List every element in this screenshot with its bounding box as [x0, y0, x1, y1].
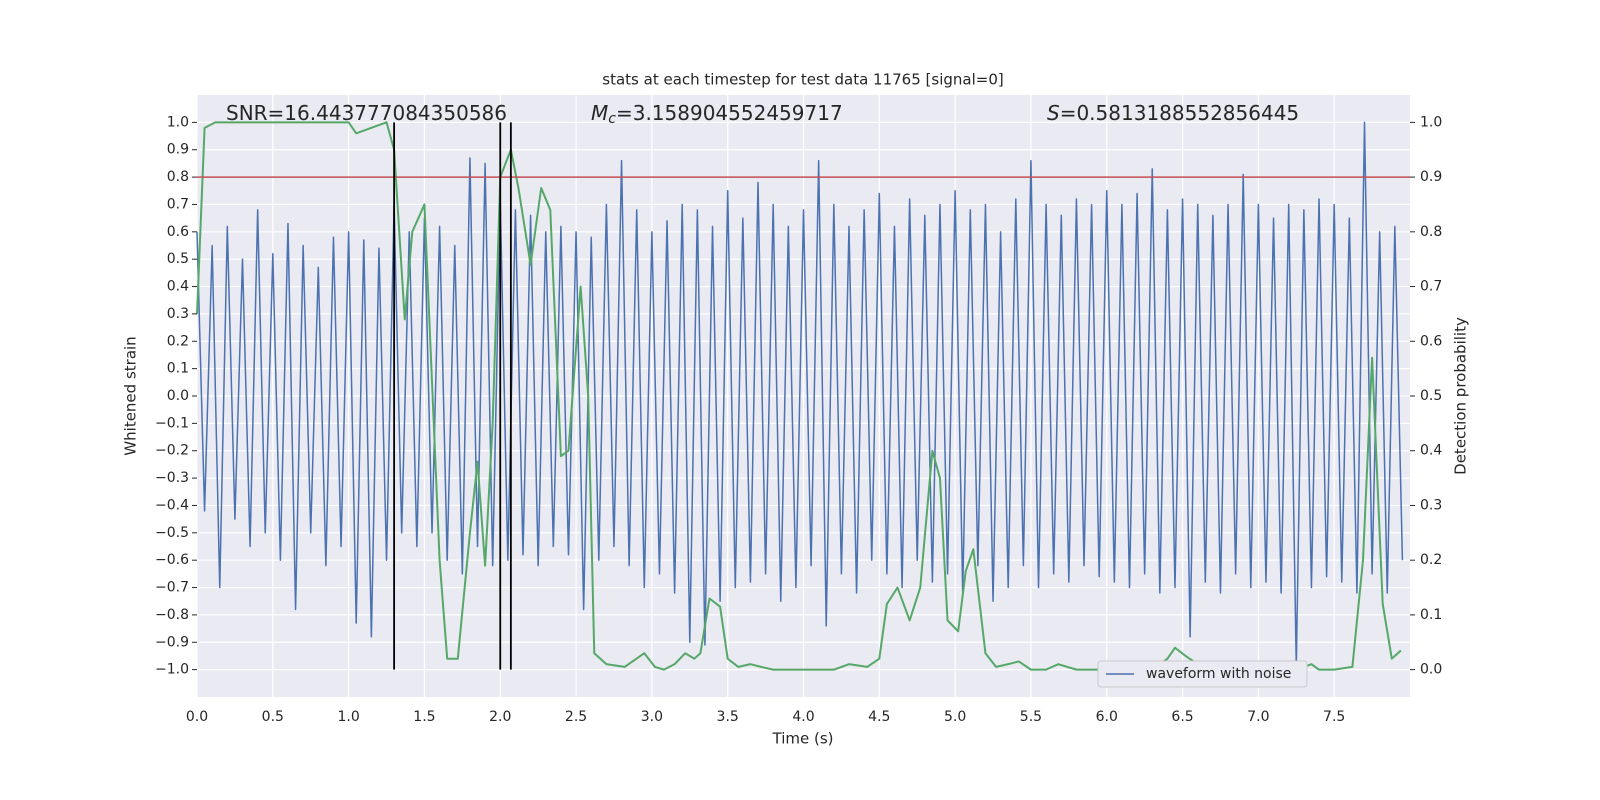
y2-tick-label: 0.6 [1420, 333, 1442, 349]
annotation-subscript: c [608, 111, 616, 127]
x-tick-label: 6.5 [1171, 709, 1193, 725]
annotation: S=0.5813188552856445 [1047, 101, 1299, 125]
y-tick-label: 0.9 [167, 142, 189, 158]
y-tick-label: 0.4 [167, 279, 189, 295]
y-tick-label: 1.0 [167, 114, 189, 130]
y-tick-label: −0.7 [155, 580, 189, 596]
legend-label: waveform with noise [1146, 666, 1291, 682]
x-tick-label: 1.5 [413, 709, 435, 725]
x-tick-label: 6.0 [1096, 709, 1118, 725]
annotation: SNR=16.443777084350586 [226, 101, 507, 125]
x-tick-label: 0.5 [262, 709, 284, 725]
x-tick-label: 7.5 [1323, 709, 1345, 725]
annotation-text: =3.158904552459717 [616, 101, 843, 125]
series-line [196, 121, 1402, 671]
y2-tick-label: 0.9 [1420, 169, 1442, 185]
annotation-symbol: S [1047, 101, 1060, 125]
annotation-text: SNR=16.443777084350586 [226, 101, 507, 125]
x-tick-label: 4.5 [868, 709, 890, 725]
y-tick-label: 0.7 [167, 196, 189, 212]
y-tick-label: −0.3 [155, 470, 189, 486]
y2-axis-label: Detection probability [1452, 317, 1470, 475]
x-tick-label: 1.0 [337, 709, 359, 725]
x-tick-label: 3.0 [641, 709, 663, 725]
annotation-symbol: M [591, 101, 608, 125]
x-tick-label: 2.5 [565, 709, 587, 725]
y-tick-label: −0.6 [155, 552, 189, 568]
y2-tick-label: 1.0 [1420, 114, 1442, 130]
annotation: Mc=3.158904552459717 [591, 101, 843, 128]
y-axis-label: Whitened strain [122, 336, 140, 455]
y-tick-label: −0.2 [155, 443, 189, 459]
y2-tick-label: 0.0 [1420, 662, 1442, 678]
annotation-text: =0.5813188552856445 [1060, 101, 1299, 125]
y-tick-label: 0.5 [167, 251, 189, 267]
x-tick-label: 0.0 [186, 709, 208, 725]
y-tick-label: −0.5 [155, 525, 189, 541]
y2-tick-label: 0.1 [1420, 607, 1442, 623]
y-tick-label: 0.0 [167, 388, 189, 404]
x-tick-label: 2.0 [489, 709, 511, 725]
x-tick-label: 3.5 [717, 709, 739, 725]
x-tick-label: 4.0 [792, 709, 814, 725]
y-tick-label: −1.0 [155, 662, 189, 678]
y-tick-label: 0.2 [167, 333, 189, 349]
y2-tick-label: 0.2 [1420, 552, 1442, 568]
y-tick-label: −0.8 [155, 607, 189, 623]
chart-title: stats at each timestep for test data 117… [602, 71, 1003, 89]
y2-tick-label: 0.7 [1420, 279, 1442, 295]
x-tick-label: 5.0 [944, 709, 966, 725]
labels: 0.0 0.5 1.0 1.5 2.0 2.5 3.0 3.5 4.0 4.5 5.0 5.5 6.0 6… [155, 101, 1442, 726]
y-tick-label: 0.1 [167, 361, 189, 377]
y2-tick-label: 0.5 [1420, 388, 1442, 404]
legend-box [1097, 660, 1308, 688]
y2-tick-label: 0.4 [1420, 443, 1442, 459]
y2-tick-label: 0.8 [1420, 224, 1442, 240]
y-tick-label: 0.3 [167, 306, 189, 322]
y-tick-label: −0.9 [155, 634, 189, 650]
series-line [196, 121, 1404, 668]
y-tick-label: −0.1 [155, 415, 189, 431]
y2-tick-label: 0.3 [1420, 497, 1442, 513]
x-tick-label: 7.0 [1247, 709, 1269, 725]
y-tick-label: 0.8 [167, 169, 189, 185]
y-tick-label: −0.4 [155, 497, 189, 513]
x-tick-label: 5.5 [1020, 709, 1042, 725]
marks [196, 121, 1410, 671]
x-axis-label: Time (s) [772, 730, 834, 748]
y-tick-label: 0.6 [167, 224, 189, 240]
